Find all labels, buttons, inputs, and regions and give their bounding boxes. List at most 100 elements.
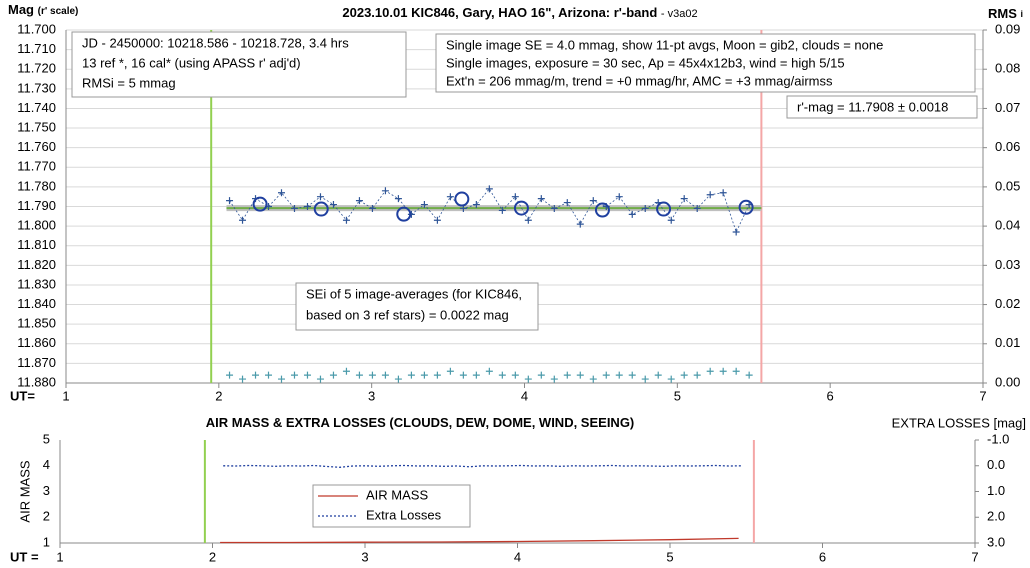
y-tick-label: 11.730 — [17, 80, 56, 95]
cross-marker — [239, 216, 247, 224]
y-label-note: (r' scale) — [38, 6, 79, 17]
avg-marker — [656, 201, 672, 217]
cross-marker — [745, 371, 753, 379]
avg-marker — [396, 206, 412, 222]
cross-marker — [628, 371, 636, 379]
cross-marker — [550, 204, 558, 212]
y-tick-label: 11.760 — [17, 139, 56, 154]
legend-label: Extra Losses — [366, 507, 442, 522]
y2-tick-label: 0.01 — [995, 335, 1020, 350]
y2-tick-label: 2.0 — [987, 509, 1005, 524]
cross-marker — [680, 371, 688, 379]
cross-marker — [290, 371, 298, 379]
x-tick-label: 1 — [56, 549, 63, 564]
annotation-text: 13 ref *, 16 cal* (using APASS r' adj'd) — [82, 55, 301, 70]
y-tick-label: 11.790 — [17, 198, 56, 213]
cross-marker — [239, 375, 247, 383]
y-tick-label: 11.780 — [17, 178, 56, 193]
legend-box — [312, 484, 471, 528]
y-tick-label: 11.850 — [17, 316, 56, 331]
y2-tick-label: 0.00 — [995, 374, 1020, 389]
cross-marker — [355, 371, 363, 379]
y-tick-label: 11.820 — [17, 257, 56, 272]
cross-marker — [433, 216, 441, 224]
chart-title: 2023.10.01 KIC846, Gary, HAO 16", Arizon… — [342, 5, 697, 20]
y-tick-label: 11.720 — [17, 61, 56, 76]
x-axis-label: UT= — [10, 388, 35, 403]
y2-tick-label: 0.05 — [995, 178, 1020, 193]
cross-marker — [381, 371, 389, 379]
cross-marker — [654, 371, 662, 379]
cross-marker — [342, 367, 350, 375]
cross-marker — [394, 195, 402, 203]
cross-marker — [719, 367, 727, 375]
y2-tick-label: 0.07 — [995, 100, 1020, 115]
cross-marker — [472, 201, 480, 209]
annotation-text: RMSi = 5 mmag — [82, 75, 176, 90]
y-tick-label: 11.770 — [17, 159, 56, 174]
cross-marker — [459, 371, 467, 379]
cross-marker — [602, 371, 610, 379]
cross-marker — [641, 375, 649, 383]
cross-marker — [329, 371, 337, 379]
y-tick-label: 11.800 — [17, 218, 56, 233]
avg-marker — [252, 196, 268, 212]
cross-marker — [252, 371, 260, 379]
y2-label-sub: i — [1021, 9, 1024, 19]
x-tick-label: 6 — [827, 388, 834, 403]
cross-marker — [706, 191, 714, 199]
annotation-text: Single images, exposure = 30 sec, Ap = 4… — [446, 55, 845, 70]
cross-marker — [667, 216, 675, 224]
y-tick-label: 11.870 — [17, 355, 56, 370]
cross-marker — [563, 199, 571, 207]
cross-marker — [420, 201, 428, 209]
cross-marker — [355, 197, 363, 205]
annotation-box — [435, 33, 976, 93]
cross-marker — [446, 367, 454, 375]
cross-marker — [277, 189, 285, 197]
legend-label: AIR MASS — [366, 487, 428, 502]
title-main: AIR MASS & EXTRA LOSSES (CLOUDS, DEW, DO… — [206, 415, 635, 430]
cross-marker — [472, 371, 480, 379]
cross-marker — [329, 201, 337, 209]
cross-marker — [226, 197, 234, 205]
cross-marker — [368, 371, 376, 379]
cross-marker — [226, 371, 234, 379]
y-tick-label: 4 — [43, 457, 50, 472]
cross-marker — [537, 371, 545, 379]
x-tick-label: 1 — [62, 388, 69, 403]
y2-tick-label: 0.06 — [995, 139, 1020, 154]
cross-marker — [589, 375, 597, 383]
series-line — [223, 464, 742, 468]
avg-marker — [454, 191, 470, 207]
subtitle: - v3a02 — [661, 8, 698, 20]
y-tick-label: 5 — [43, 431, 50, 446]
annotation-text: JD - 2450000: 10218.586 - 10218.728, 3.4… — [82, 35, 349, 50]
cross-marker — [303, 371, 311, 379]
avg-marker — [738, 199, 754, 215]
x-tick-label: 5 — [666, 549, 673, 564]
cross-marker — [485, 185, 493, 193]
annotation-text: SEi of 5 image-averages (for KIC846, — [306, 286, 522, 301]
x-tick-label: 3 — [368, 388, 375, 403]
cross-marker — [407, 210, 415, 218]
cross-marker — [290, 204, 298, 212]
cross-marker — [576, 371, 584, 379]
title-main: 2023.10.01 KIC846, Gary, HAO 16", Arizon… — [342, 5, 657, 20]
y2-tick-label: 0.04 — [995, 218, 1020, 233]
y-tick-label: 11.860 — [17, 335, 56, 350]
x-tick-label: 4 — [514, 549, 521, 564]
x-tick-label: 6 — [819, 549, 826, 564]
cross-marker — [550, 375, 558, 383]
cross-marker — [615, 371, 623, 379]
y-tick-label: 11.710 — [17, 41, 56, 56]
cross-marker — [446, 193, 454, 201]
annotation-box — [71, 31, 407, 98]
cross-marker — [576, 220, 584, 228]
cross-marker — [667, 375, 675, 383]
cross-marker — [732, 367, 740, 375]
series-line — [229, 188, 750, 234]
cross-marker — [381, 187, 389, 195]
y-tick-label: 11.830 — [17, 276, 56, 291]
